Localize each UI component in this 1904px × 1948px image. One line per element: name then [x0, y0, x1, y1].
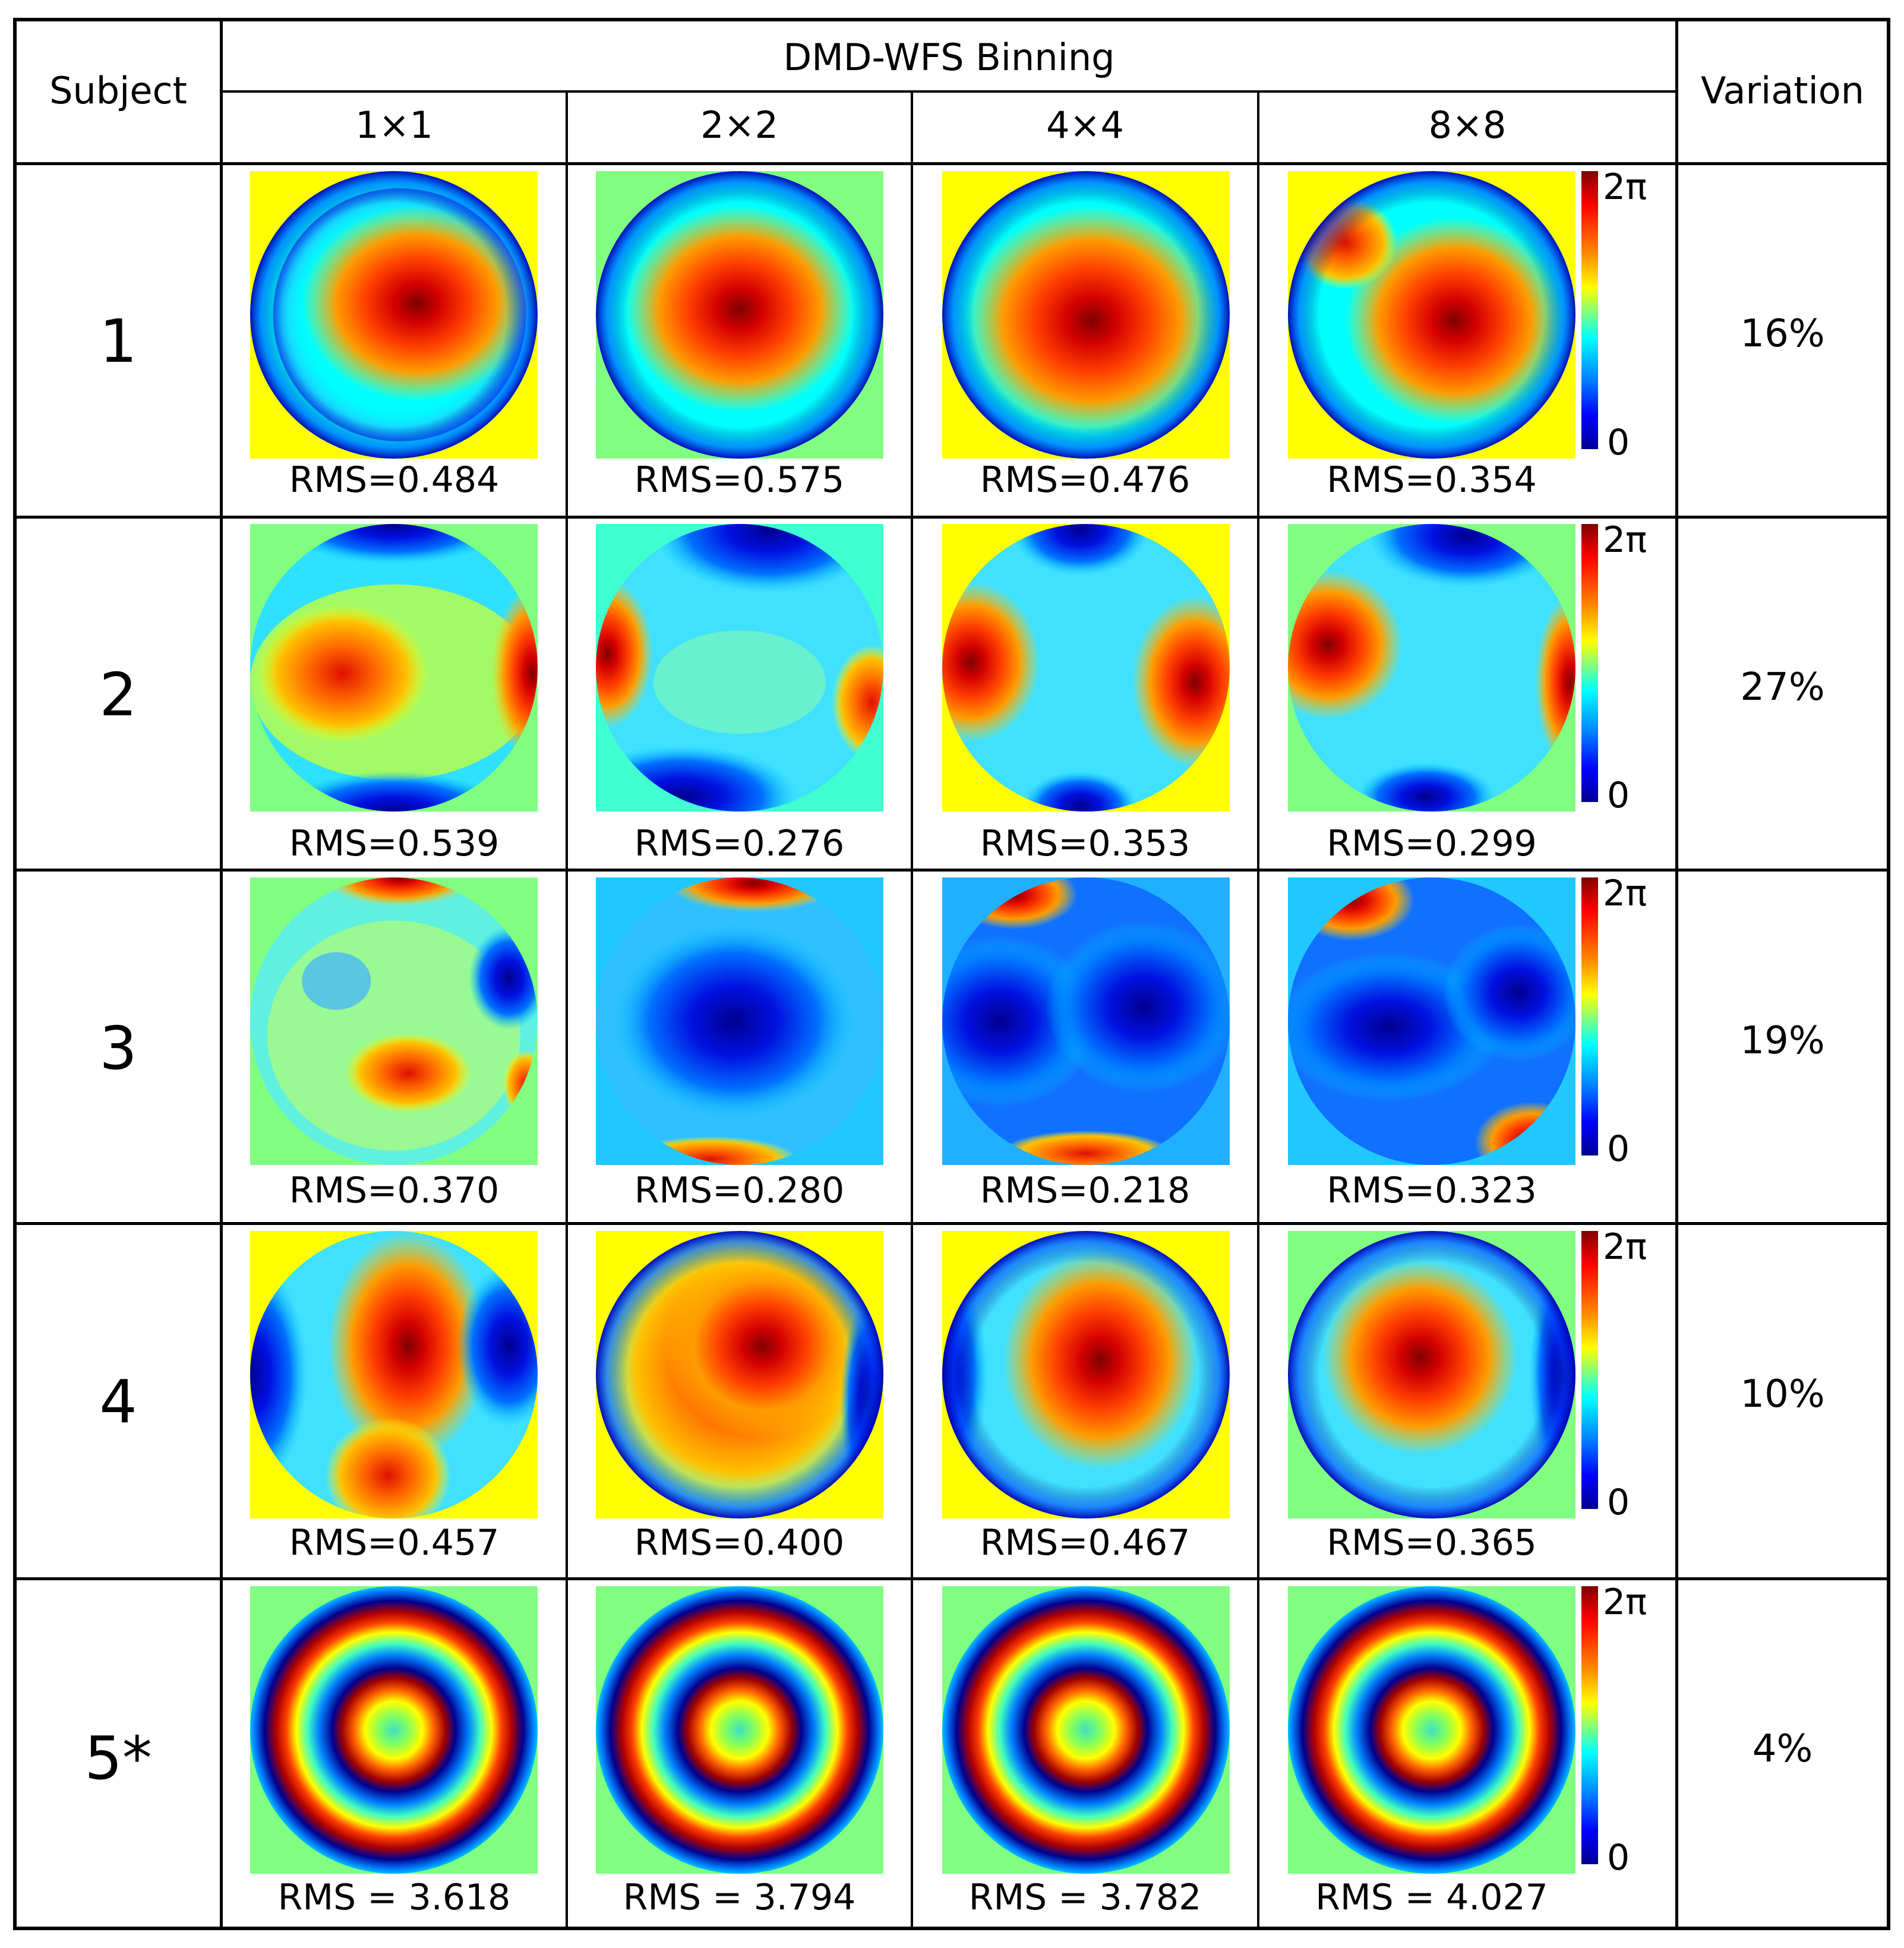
rms-value: RMS=0.476	[980, 459, 1191, 501]
header-variation: Variation	[1700, 69, 1865, 112]
colorbar-max-label: 2π	[1603, 166, 1647, 208]
rms-value: RMS=0.467	[980, 1522, 1191, 1564]
wavefront-map-s3-8x8	[1288, 877, 1575, 1165]
header-binning-2x2: 2×2	[700, 103, 778, 147]
wavefront-map-s5-2x2	[596, 1586, 883, 1874]
subject-4: 4	[99, 1367, 137, 1436]
col-divider-1x1	[566, 90, 568, 1930]
wavefront-map-s3-1x1	[250, 877, 538, 1165]
wavefront-map-s4-1x1	[250, 1231, 538, 1518]
subject-3: 3	[99, 1014, 137, 1083]
col-divider-4x4	[1257, 90, 1259, 1930]
colorbar-min-label: 0	[1607, 1128, 1630, 1170]
colorbar-max-label: 2π	[1603, 873, 1647, 914]
row-divider-1	[13, 516, 1890, 519]
header-subject: Subject	[49, 69, 187, 112]
table-border-left	[13, 18, 17, 1930]
wavefront-map-s4-4x4	[942, 1231, 1230, 1518]
subject-2: 2	[99, 660, 137, 730]
colorbar-row-1	[1581, 171, 1598, 449]
header-binning-8x8: 8×8	[1428, 103, 1507, 147]
table-border-top	[13, 18, 1890, 21]
wavefront-map-s2-2x2	[596, 524, 883, 812]
colorbar-row-3	[1581, 877, 1598, 1155]
rms-value: RMS = 3.782	[968, 1877, 1202, 1918]
row-divider-2	[13, 869, 1890, 872]
wavefront-map-s1-4x4	[942, 171, 1230, 459]
header-subdivider	[220, 90, 1678, 93]
rms-value: RMS=0.370	[289, 1170, 500, 1211]
rms-value: RMS = 3.618	[277, 1877, 511, 1918]
row-divider-4	[13, 1577, 1890, 1580]
col-divider-2x2	[911, 90, 913, 1930]
header-binning-1x1: 1×1	[355, 103, 433, 147]
colorbar-max-label: 2π	[1603, 1581, 1647, 1623]
rms-value: RMS=0.539	[289, 823, 500, 864]
rms-value: RMS = 3.794	[623, 1877, 856, 1918]
rms-value: RMS=0.457	[289, 1522, 500, 1564]
col-divider-variation	[1675, 18, 1678, 1930]
rms-value: RMS=0.299	[1327, 823, 1537, 864]
colorbar-min-label: 0	[1607, 1482, 1630, 1523]
col-divider-subject	[220, 18, 223, 1930]
variation-value: 16%	[1740, 312, 1825, 356]
variation-value: 10%	[1740, 1372, 1825, 1416]
rms-value: RMS=0.365	[1327, 1522, 1537, 1564]
row-divider-3	[13, 1222, 1890, 1225]
colorbar-row-4	[1581, 1231, 1598, 1509]
wavefront-map-s5-8x8	[1288, 1586, 1575, 1874]
rms-value: RMS = 4.027	[1315, 1877, 1548, 1918]
header-bottom	[13, 162, 1890, 165]
wavefront-map-s5-4x4	[942, 1586, 1230, 1874]
colorbar-max-label: 2π	[1603, 519, 1647, 561]
variation-value: 19%	[1740, 1019, 1825, 1063]
rms-value: RMS=0.218	[980, 1170, 1191, 1211]
rms-value: RMS=0.354	[1327, 459, 1537, 501]
wavefront-map-s4-8x8	[1288, 1231, 1575, 1518]
wavefront-map-s2-4x4	[942, 524, 1230, 812]
colorbar-row-5	[1581, 1586, 1598, 1864]
wavefront-map-s3-4x4	[942, 877, 1230, 1165]
rms-value: RMS=0.280	[634, 1170, 845, 1211]
header-binning-4x4: 4×4	[1046, 103, 1124, 147]
rms-value: RMS=0.276	[634, 823, 845, 864]
colorbar-min-label: 0	[1607, 422, 1630, 463]
rms-value: RMS=0.575	[634, 459, 845, 501]
wavefront-map-s4-2x2	[596, 1231, 883, 1518]
wavefront-map-s3-2x2	[596, 877, 883, 1165]
wavefront-map-s2-1x1	[250, 524, 538, 812]
header-binning-group: DMD-WFS Binning	[783, 36, 1115, 79]
rms-value: RMS=0.400	[634, 1522, 845, 1564]
colorbar-row-2	[1581, 524, 1598, 802]
table-border-bottom	[13, 1927, 1890, 1930]
colorbar-min-label: 0	[1607, 1837, 1630, 1878]
wavefront-map-s5-1x1	[250, 1586, 538, 1874]
colorbar-max-label: 2π	[1603, 1226, 1647, 1268]
wavefront-map-s1-8x8	[1288, 171, 1575, 459]
subject-5: 5*	[84, 1723, 152, 1793]
variation-value: 4%	[1752, 1727, 1813, 1771]
rms-value: RMS=0.484	[289, 459, 500, 501]
wavefront-map-s1-1x1	[250, 171, 538, 459]
rms-value: RMS=0.353	[980, 823, 1191, 864]
table-border-right	[1887, 18, 1890, 1930]
subject-1: 1	[99, 307, 137, 376]
wavefront-map-s2-8x8	[1288, 524, 1575, 812]
wavefront-map-s1-2x2	[596, 171, 883, 459]
variation-value: 27%	[1740, 665, 1825, 709]
colorbar-min-label: 0	[1607, 775, 1630, 816]
rms-value: RMS=0.323	[1327, 1170, 1537, 1211]
